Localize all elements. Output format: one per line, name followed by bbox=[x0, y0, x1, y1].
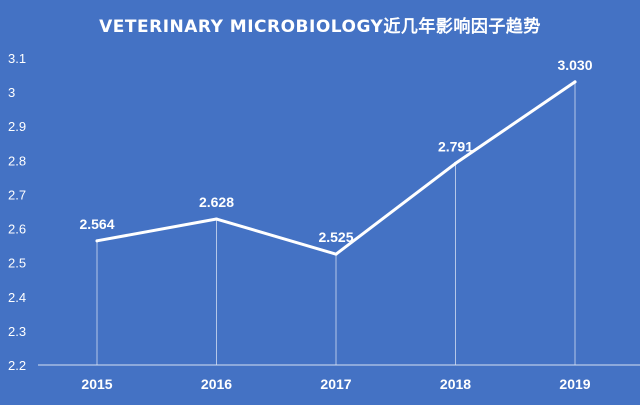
data-point bbox=[454, 161, 457, 165]
y-tick-label: 2.3 bbox=[8, 324, 26, 339]
y-tick-label: 3.1 bbox=[8, 51, 26, 66]
x-tick-label: 2019 bbox=[559, 376, 590, 392]
data-point bbox=[573, 80, 577, 84]
x-tick-label: 2015 bbox=[81, 376, 112, 392]
data-label: 2.791 bbox=[438, 138, 473, 154]
data-point bbox=[215, 217, 218, 221]
data-labels: 2.564 2.628 2.525 2.791 3.030 bbox=[79, 57, 592, 245]
data-label: 3.030 bbox=[557, 57, 592, 73]
y-tick-label: 2.4 bbox=[8, 290, 26, 305]
series-layer bbox=[95, 80, 577, 256]
y-tick-label: 2.2 bbox=[8, 358, 26, 373]
y-tick-label: 2.6 bbox=[8, 222, 26, 237]
data-label: 2.564 bbox=[79, 216, 114, 232]
y-tick-label: 2.9 bbox=[8, 119, 26, 134]
x-tick-label: 2016 bbox=[201, 376, 232, 392]
y-tick-label: 2.8 bbox=[8, 153, 26, 168]
y-axis-labels: 2.2 2.3 2.4 2.5 2.6 2.7 2.8 2.9 3 3.1 bbox=[8, 51, 26, 373]
x-axis-labels: 2015 2016 2017 2018 2019 bbox=[81, 376, 590, 392]
drop-lines bbox=[96, 81, 576, 365]
data-label: 2.525 bbox=[318, 229, 353, 245]
data-point bbox=[95, 239, 99, 243]
x-tick-label: 2018 bbox=[440, 376, 471, 392]
y-tick-label: 2.7 bbox=[8, 187, 26, 202]
data-label: 2.628 bbox=[199, 194, 234, 210]
data-point bbox=[334, 252, 338, 256]
chart-title: VETERINARY MICROBIOLOGY近几年影响因子趋势 bbox=[99, 17, 541, 37]
y-tick-label: 2.5 bbox=[8, 256, 26, 271]
x-tick-label: 2017 bbox=[320, 376, 351, 392]
y-tick-label: 3 bbox=[8, 85, 15, 100]
